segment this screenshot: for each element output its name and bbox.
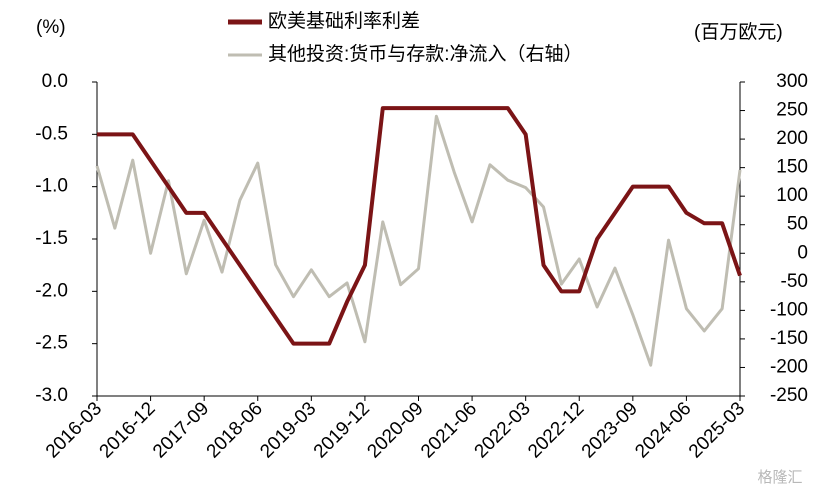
y2-tick-label: 100 [776, 185, 808, 206]
legend-label: 其他投资:货币与存款:净流入（右轴） [268, 43, 583, 65]
x-tick-label: 2022-03 [471, 398, 535, 462]
y2-tick-label: 0 [797, 242, 808, 263]
x-tick-label: 2020-09 [363, 398, 427, 462]
x-tick-label: 2025-03 [685, 398, 749, 462]
y2-tick-label: -50 [781, 271, 808, 292]
watermark: 格隆汇 [757, 469, 802, 486]
x-tick-label: 2016-03 [42, 398, 106, 462]
y-axis-unit: (%) [36, 17, 66, 38]
series-line [95, 114, 742, 367]
x-tick-label: 2023-09 [578, 398, 642, 462]
y-tick-label: -2.0 [35, 280, 68, 301]
y2-tick-label: 150 [776, 157, 808, 178]
y2-tick-label: -100 [770, 299, 808, 320]
y-tick-label: -1.5 [35, 228, 68, 249]
x-tick-label: 2021-06 [417, 398, 481, 462]
legend-label: 欧美基础利率利差 [268, 10, 420, 32]
y-tick-label: -3.0 [35, 385, 68, 406]
y2-tick-label: -150 [770, 328, 808, 349]
y2-axis-unit: (百万欧元) [694, 21, 783, 43]
y-tick-label: 0.0 [42, 71, 68, 92]
y2-tick-label: 250 [776, 100, 808, 121]
y2-tick-label: -250 [770, 385, 808, 406]
y2-tick-label: 50 [787, 214, 808, 235]
x-tick-label: 2022-12 [524, 398, 588, 462]
y-tick-label: -1.0 [35, 176, 68, 197]
x-tick-label: 2019-12 [310, 398, 374, 462]
y-tick-label: -2.5 [35, 333, 68, 354]
y2-tick-label: -200 [770, 356, 808, 377]
x-tick-label: 2017-09 [149, 398, 213, 462]
y2-tick-label: 200 [776, 128, 808, 149]
x-tick-label: 2016-12 [96, 398, 160, 462]
series-line [97, 106, 742, 346]
x-tick-label: 2018-06 [203, 398, 267, 462]
x-tick-label: 2019-03 [256, 398, 320, 462]
x-tick-label: 2024-06 [631, 398, 695, 462]
y-tick-label: -0.5 [35, 123, 68, 144]
y2-tick-label: 300 [776, 71, 808, 92]
